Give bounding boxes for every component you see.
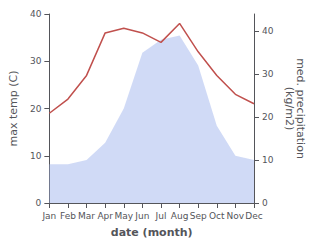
svg-text:10: 10 xyxy=(30,151,42,161)
svg-text:Mar: Mar xyxy=(78,211,95,221)
svg-text:Aug: Aug xyxy=(171,211,189,221)
svg-text:Oct: Oct xyxy=(209,211,225,221)
svg-text:20: 20 xyxy=(30,104,42,114)
svg-text:date (month): date (month) xyxy=(111,226,193,239)
svg-text:Apr: Apr xyxy=(97,211,113,221)
svg-text:Dec: Dec xyxy=(245,211,262,221)
svg-text:Feb: Feb xyxy=(60,211,76,221)
svg-text:0: 0 xyxy=(36,198,42,208)
svg-text:Jul: Jul xyxy=(155,211,167,221)
svg-text:20: 20 xyxy=(262,112,274,122)
svg-text:10: 10 xyxy=(262,155,274,165)
svg-text:max temp (C): max temp (C) xyxy=(7,70,20,146)
svg-text:Jun: Jun xyxy=(134,211,149,221)
svg-text:Nov: Nov xyxy=(227,211,245,221)
svg-text:40: 40 xyxy=(262,26,274,36)
svg-text:med. precipitation: med. precipitation xyxy=(294,58,308,159)
svg-text:Sep: Sep xyxy=(190,211,207,221)
svg-text:(kg/m2): (kg/m2) xyxy=(283,87,296,130)
svg-text:30: 30 xyxy=(30,56,42,66)
svg-text:40: 40 xyxy=(30,9,42,19)
svg-text:30: 30 xyxy=(262,69,274,79)
svg-text:Jan: Jan xyxy=(41,211,56,221)
svg-text:0: 0 xyxy=(262,198,268,208)
svg-text:May: May xyxy=(114,211,133,221)
